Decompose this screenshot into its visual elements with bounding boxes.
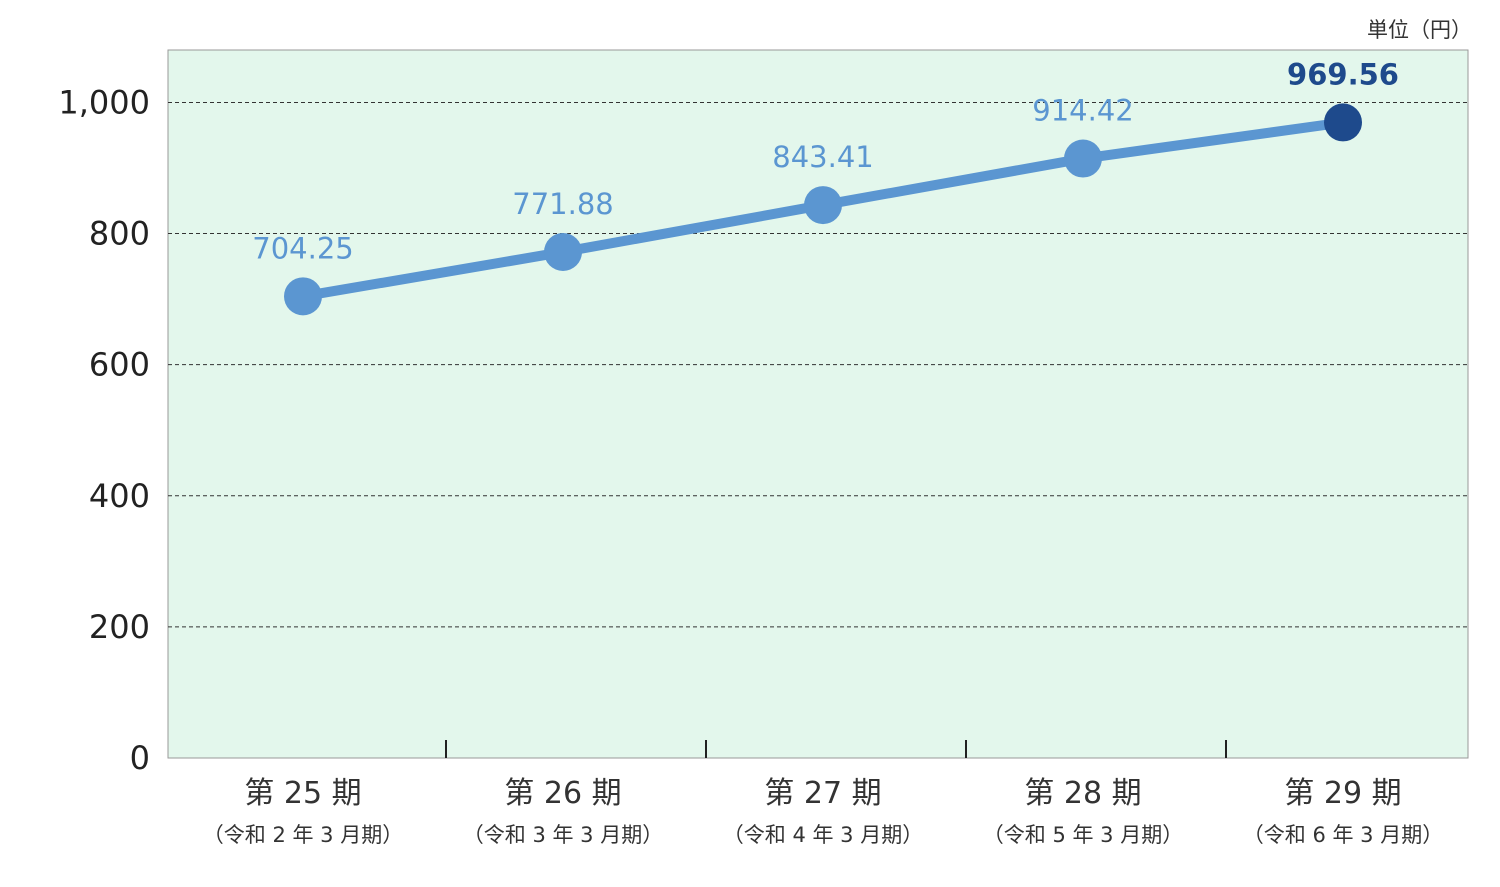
x-category-sublabel: （令和 4 年 3 月期） [723,823,923,847]
x-category-label: 第 26 期 [504,776,621,811]
data-labels: 704.25 771.88 843.41 914.42 969.56 [252,57,1399,265]
x-category-sublabel: （令和 2 年 3 月期） [203,823,403,847]
x-category-sublabel: （令和 3 年 3 月期） [463,823,663,847]
x-category-sublabel: （令和 6 年 3 月期） [1243,823,1443,847]
data-label: 704.25 [252,231,353,265]
y-axis-ticks: 0 200 400 600 800 1,000 [58,83,150,777]
y-tick-label: 1,000 [58,83,150,121]
x-axis-categories: 第 25 期 （令和 2 年 3 月期） 第 26 期 （令和 3 年 3 月期） 第 … [203,776,1443,847]
x-category-label: 第 29 期 [1284,776,1401,811]
data-point [544,232,582,271]
data-label: 771.88 [512,187,613,221]
data-point [1064,139,1102,178]
axes [445,740,1227,758]
data-label: 843.41 [772,140,873,174]
y-tick-label: 200 [89,608,150,646]
y-tick-label: 600 [89,346,150,384]
x-category-label: 第 25 期 [244,776,361,811]
data-point [284,277,322,316]
x-category-sublabel: （令和 5 年 3 月期） [983,823,1183,847]
data-label: 969.56 [1287,57,1399,91]
y-tick-label: 400 [89,477,150,515]
highlight-data-point [1324,103,1362,142]
y-tick-label: 800 [89,215,150,253]
data-point [804,186,842,225]
y-tick-label: 0 [130,739,150,777]
data-label: 914.42 [1032,94,1133,128]
x-category-label: 第 28 期 [1024,776,1141,811]
series [284,103,1362,316]
plot-area [167,49,1469,759]
x-category-label: 第 27 期 [764,776,881,811]
unit-label: 単位（円） [1367,18,1472,42]
